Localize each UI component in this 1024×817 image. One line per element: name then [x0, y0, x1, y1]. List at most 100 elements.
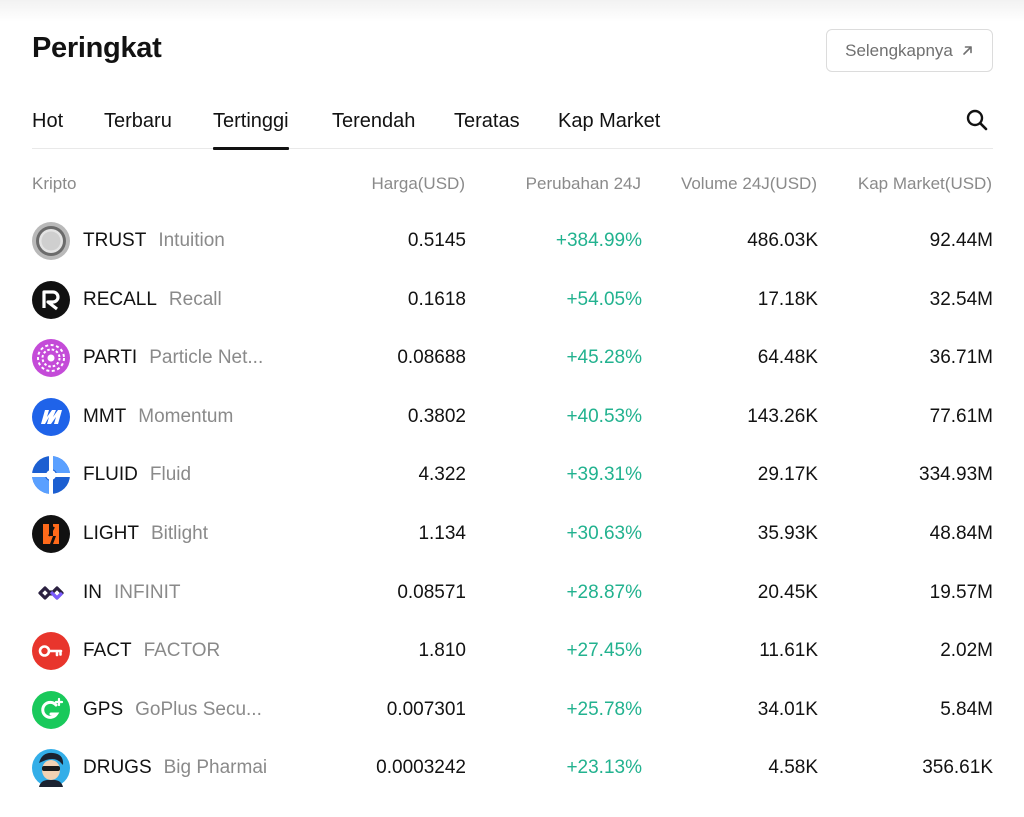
- change-cell: +23.13%: [566, 757, 642, 779]
- coin-name: INFINIT: [114, 581, 181, 603]
- table-row[interactable]: DRUGS Big Pharmai 0.0003242 +23.13% 4.58K…: [32, 739, 993, 798]
- coin-symbol: IN: [83, 581, 102, 603]
- price-cell: 4.322: [418, 464, 466, 486]
- price-cell: 0.1618: [407, 288, 466, 310]
- market-cap-cell: 5.84M: [940, 698, 993, 720]
- ranking-panel: Peringkat Selengkapnya Hot Terbaru Terti…: [32, 0, 993, 817]
- coin-name: Bitlight: [150, 522, 208, 544]
- header-price[interactable]: Harga(USD): [371, 174, 465, 193]
- light-logo-icon: [32, 514, 70, 553]
- table-row[interactable]: FACT FACTOR 1.810 +27.45% 11.61K 2.02M: [32, 622, 993, 681]
- price-cell: 0.08688: [397, 347, 466, 369]
- table-row[interactable]: GPS GoPlus Secu... 0.007301 +25.78% 34.01…: [32, 681, 993, 740]
- market-cap-cell: 19.57M: [929, 581, 993, 603]
- gps-logo-icon: [32, 690, 70, 729]
- tab-bar: Hot Terbaru Tertinggi Terendah Teratas K…: [32, 100, 993, 150]
- price-cell: 0.007301: [386, 698, 466, 720]
- change-cell: +39.31%: [566, 464, 642, 486]
- price-cell: 0.0003242: [376, 757, 466, 779]
- market-cap-cell: 48.84M: [929, 522, 993, 544]
- top-fade: [0, 0, 1024, 22]
- coin-name: Big Pharmai: [163, 757, 268, 779]
- volume-cell: 11.61K: [759, 640, 818, 662]
- volume-cell: 4.58K: [768, 757, 818, 779]
- table-row[interactable]: RECALL Recall 0.1618 +54.05% 17.18K 32.54…: [32, 271, 993, 330]
- change-cell: +25.78%: [566, 698, 642, 720]
- coin-symbol: MMT: [83, 405, 127, 427]
- change-cell: +28.87%: [566, 581, 642, 603]
- volume-cell: 17.18K: [757, 288, 818, 310]
- search-icon[interactable]: [965, 108, 989, 132]
- table-row[interactable]: LIGHT Bitlight 1.134 +30.63% 35.93K 48.84…: [32, 505, 993, 564]
- price-cell: 0.3802: [407, 405, 466, 427]
- fluid-logo-icon: [32, 456, 70, 495]
- table-row[interactable]: PARTI Particle Net... 0.08688 +45.28% 64.…: [32, 329, 993, 388]
- coin-symbol: GPS: [83, 698, 124, 720]
- coin-name: Momentum: [138, 405, 234, 427]
- coin-symbol: DRUGS: [83, 757, 152, 779]
- tab-terendah[interactable]: Terendah: [332, 110, 416, 132]
- price-cell: 0.08571: [397, 581, 466, 603]
- see-more-button[interactable]: Selengkapnya: [826, 29, 993, 72]
- coin-name: GoPlus Secu...: [135, 698, 262, 720]
- change-cell: +30.63%: [566, 522, 642, 544]
- fact-logo-icon: [32, 632, 70, 671]
- coin-symbol: TRUST: [83, 230, 147, 251]
- change-cell: +384.99%: [555, 230, 642, 251]
- ranking-table: TRUST Intuition 0.5145 +384.99% 486.03K 9…: [32, 212, 993, 798]
- tab-teratas[interactable]: Teratas: [454, 110, 520, 132]
- market-cap-cell: 92.44M: [929, 230, 993, 251]
- volume-cell: 34.01K: [757, 698, 818, 720]
- change-cell: +40.53%: [566, 405, 642, 427]
- volume-cell: 64.48K: [757, 347, 818, 369]
- parti-logo-icon: [32, 339, 70, 378]
- change-cell: +27.45%: [566, 640, 642, 662]
- coin-name: Intuition: [158, 230, 225, 251]
- coin-symbol: RECALL: [83, 288, 157, 310]
- arrow-up-right-icon: [963, 46, 972, 55]
- coin-name: Fluid: [149, 464, 192, 486]
- coin-name: Particle Net...: [149, 347, 264, 369]
- trust-logo-icon: [32, 222, 70, 260]
- market-cap-cell: 36.71M: [929, 347, 993, 369]
- volume-cell: 35.93K: [757, 522, 818, 544]
- volume-cell: 20.45K: [757, 581, 818, 603]
- coin-symbol: LIGHT: [83, 522, 139, 544]
- see-more-label: Selengkapnya: [845, 40, 953, 60]
- change-cell: +54.05%: [566, 288, 642, 310]
- mmt-logo-icon: [32, 397, 70, 436]
- change-cell: +45.28%: [566, 347, 642, 369]
- table-row[interactable]: FLUID Fluid 4.322 +39.31% 29.17K 334.93M: [32, 446, 993, 505]
- recall-logo-icon: [32, 280, 70, 319]
- market-cap-cell: 2.02M: [940, 640, 993, 662]
- coin-name: FACTOR: [143, 640, 221, 662]
- table-row[interactable]: IN INFINIT 0.08571 +28.87% 20.45K 19.57M: [32, 564, 993, 623]
- drugs-logo-icon: [32, 749, 70, 788]
- coin-name: Recall: [168, 288, 222, 310]
- coin-symbol: FLUID: [83, 464, 138, 486]
- tab-terbaru[interactable]: Terbaru: [104, 110, 172, 132]
- page-title: Peringkat: [32, 32, 162, 64]
- market-cap-cell: 356.61K: [922, 757, 993, 779]
- coin-symbol: FACT: [83, 640, 132, 662]
- header-asset[interactable]: Kripto: [32, 174, 77, 193]
- table-row[interactable]: TRUST Intuition 0.5145 +384.99% 486.03K 9…: [32, 212, 993, 271]
- tab-kap-market[interactable]: Kap Market: [558, 110, 661, 132]
- tab-tertinggi[interactable]: Tertinggi: [213, 110, 289, 150]
- volume-cell: 486.03K: [747, 230, 818, 251]
- price-cell: 0.5145: [407, 230, 466, 251]
- market-cap-cell: 32.54M: [929, 288, 993, 310]
- header-market-cap[interactable]: Kap Market(USD): [857, 174, 992, 193]
- header-change[interactable]: Perubahan 24J: [525, 174, 641, 193]
- tab-hot[interactable]: Hot: [32, 110, 64, 132]
- price-cell: 1.810: [418, 640, 466, 662]
- table-row[interactable]: MMT Momentum 0.3802 +40.53% 143.26K 77.61…: [32, 388, 993, 447]
- volume-cell: 29.17K: [757, 464, 818, 486]
- market-cap-cell: 334.93M: [919, 464, 993, 486]
- coin-symbol: PARTI: [83, 347, 138, 369]
- table-header: Kripto Harga(USD) Perubahan 24J Volume 2…: [32, 170, 993, 200]
- header-volume[interactable]: Volume 24J(USD): [680, 174, 817, 193]
- volume-cell: 143.26K: [747, 405, 818, 427]
- price-cell: 1.134: [418, 522, 466, 544]
- in-logo-icon: [38, 585, 64, 600]
